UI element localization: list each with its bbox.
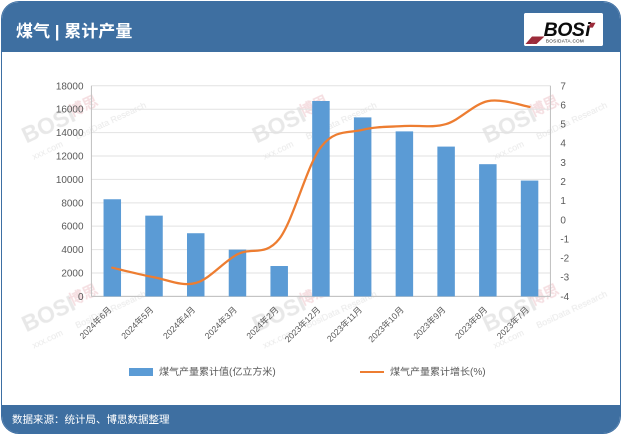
svg-text:12000: 12000 xyxy=(56,152,84,163)
svg-text:i: i xyxy=(585,19,591,41)
svg-text:7: 7 xyxy=(560,81,566,92)
svg-text:16000: 16000 xyxy=(56,105,84,116)
svg-text:6000: 6000 xyxy=(61,222,84,233)
svg-text:-1: -1 xyxy=(560,234,569,245)
svg-text:-4: -4 xyxy=(560,292,569,303)
svg-text:0: 0 xyxy=(78,292,84,303)
svg-text:4000: 4000 xyxy=(61,245,84,256)
svg-text:4: 4 xyxy=(560,139,566,150)
svg-text:3: 3 xyxy=(560,158,566,169)
svg-text:-2: -2 xyxy=(560,254,569,265)
svg-text:BOSIDATA.COM: BOSIDATA.COM xyxy=(546,39,584,44)
svg-text:10000: 10000 xyxy=(56,175,84,186)
svg-text:1: 1 xyxy=(560,196,566,207)
svg-text:6: 6 xyxy=(560,100,566,111)
svg-text:14000: 14000 xyxy=(56,128,84,139)
svg-text:5: 5 xyxy=(560,120,566,131)
svg-text:0: 0 xyxy=(560,215,566,226)
svg-text:8000: 8000 xyxy=(61,198,84,209)
svg-text:-3: -3 xyxy=(560,273,569,284)
svg-text:18000: 18000 xyxy=(56,81,84,92)
svg-text:2: 2 xyxy=(560,177,566,188)
svg-text:2000: 2000 xyxy=(61,268,84,279)
